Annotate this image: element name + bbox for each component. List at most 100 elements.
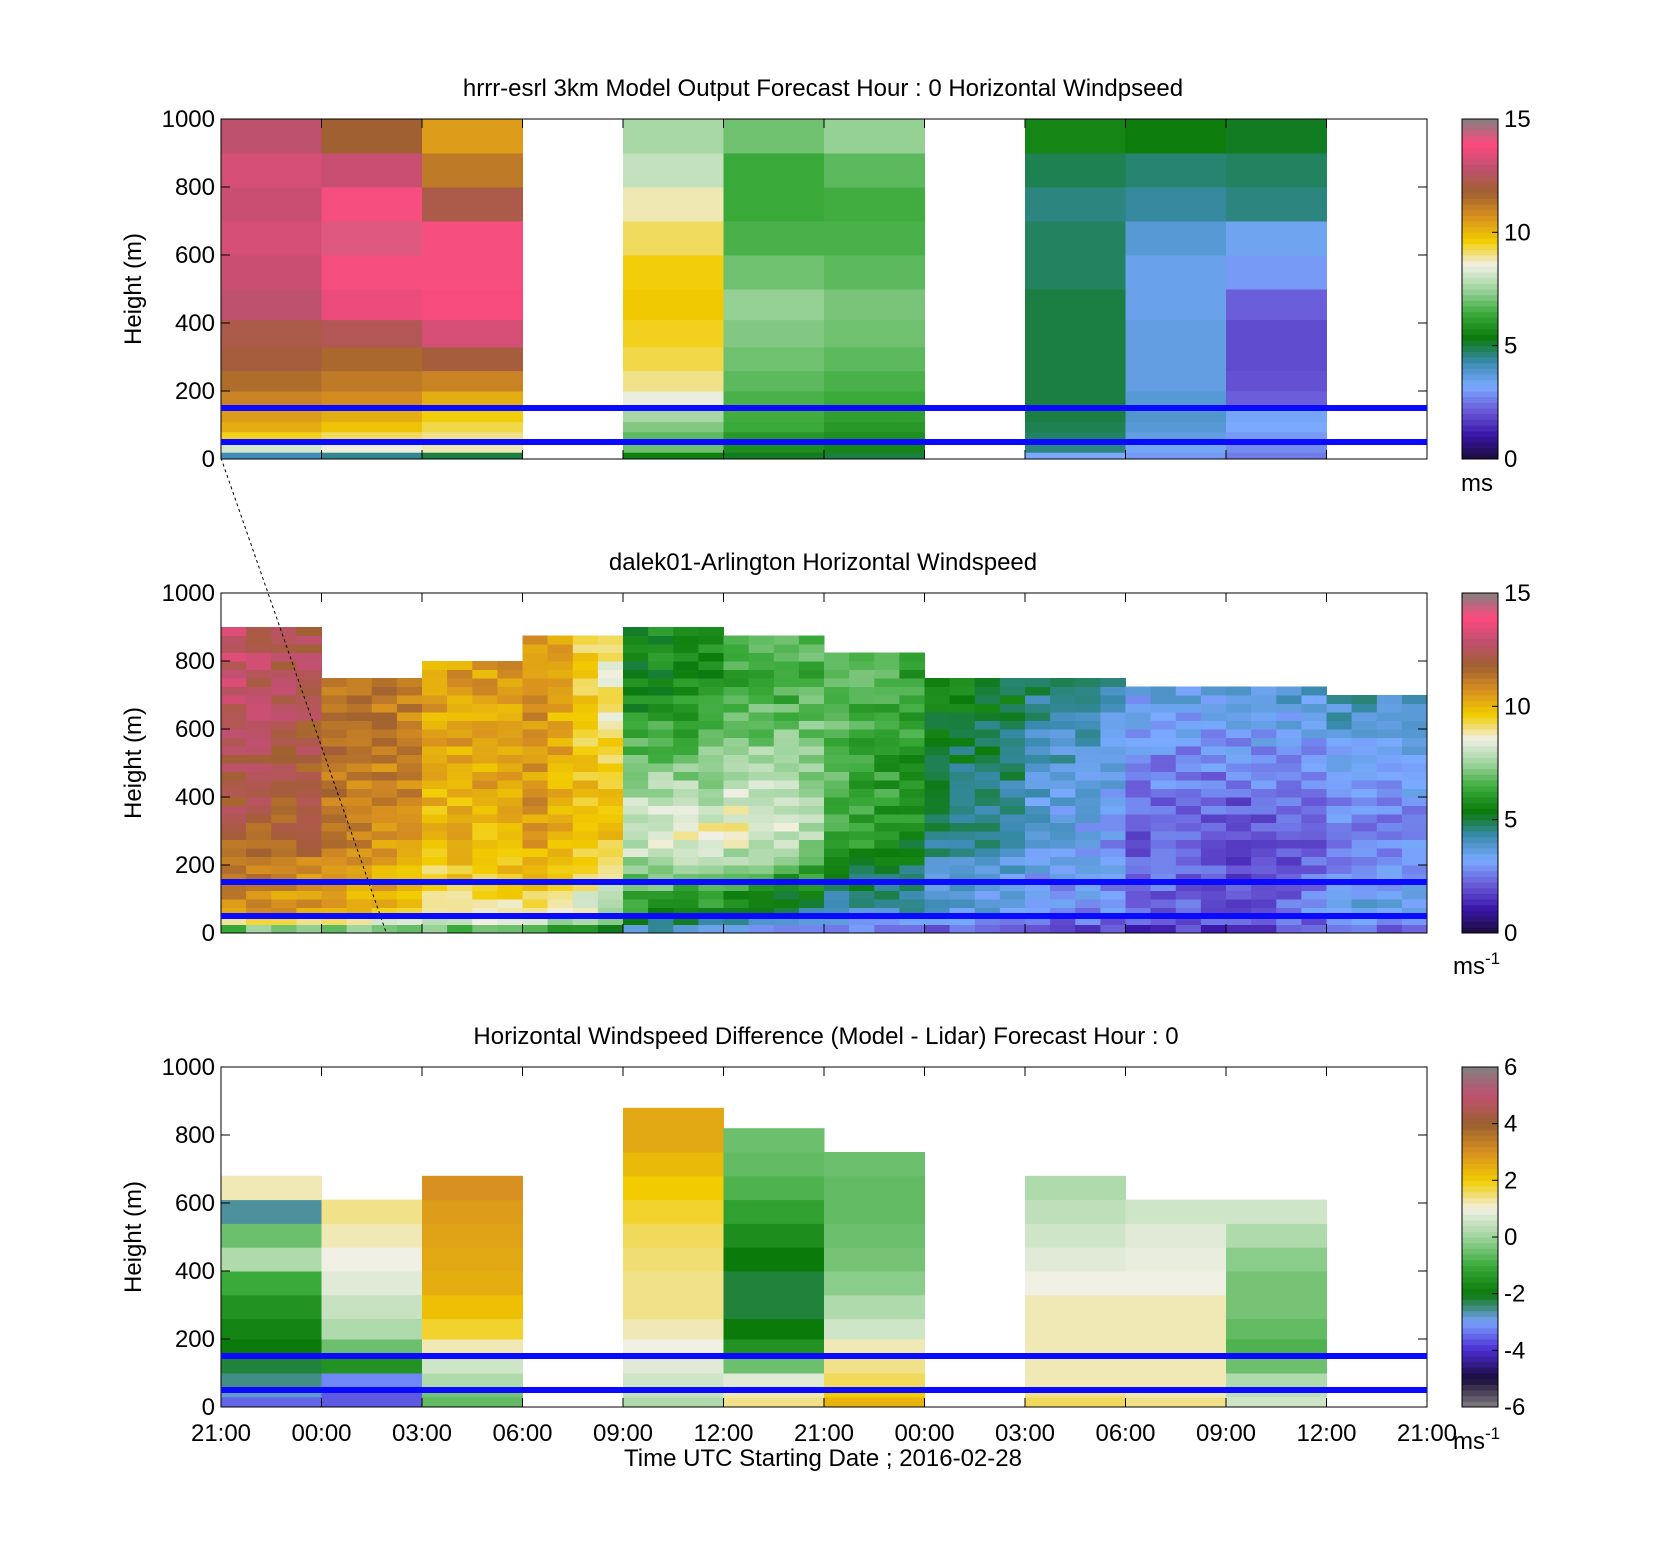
heatmap-cell (798, 822, 825, 832)
heatmap-cell (221, 916, 247, 925)
heatmap-cell (698, 737, 724, 747)
heatmap-cell (246, 899, 272, 908)
heatmap-cell (673, 686, 699, 696)
heatmap-cell (221, 839, 247, 849)
heatmap-cell (1100, 814, 1126, 823)
heatmap-cell (623, 873, 649, 883)
heatmap-cell (572, 814, 599, 823)
colorbar-swatch (1462, 323, 1498, 330)
heatmap-cell (221, 1396, 322, 1408)
heatmap-cell (698, 831, 724, 840)
heatmap-cell (246, 848, 272, 857)
heatmap-cell (899, 839, 925, 849)
heatmap-cell (798, 635, 825, 645)
heatmap-cell (1150, 746, 1177, 755)
heatmap-cell (522, 805, 549, 815)
heatmap-cell (1150, 839, 1177, 849)
heatmap-cell (1376, 856, 1403, 866)
heatmap-cell (874, 695, 900, 704)
colorbar-swatch (1462, 1135, 1498, 1142)
colorbar-swatch (1462, 768, 1498, 775)
heatmap-cell (522, 822, 549, 832)
colorbar-swatch (1462, 825, 1498, 832)
heatmap-cell (1251, 890, 1277, 900)
heatmap-cell (1251, 831, 1277, 840)
heatmap-cell (246, 771, 272, 781)
heatmap-cell (1376, 822, 1403, 832)
heatmap-cell (1125, 1199, 1227, 1224)
heatmap-cell (1025, 839, 1051, 849)
heatmap-cell (346, 899, 373, 908)
heatmap-cell (824, 1199, 925, 1224)
colorbar-swatch (1462, 1367, 1498, 1374)
heatmap-cell (723, 899, 750, 908)
colorbar-swatch (1462, 1163, 1498, 1170)
heatmap-cell (296, 695, 322, 704)
heatmap-cell (1150, 720, 1177, 730)
colorbar-swatch (1462, 655, 1498, 662)
heatmap-cell (773, 686, 800, 696)
heatmap-cell (1301, 916, 1327, 925)
heatmap-cell (1226, 729, 1252, 738)
heatmap-cell (1025, 319, 1126, 348)
heatmap-cell (1301, 695, 1327, 704)
colorbar-swatch (1462, 1169, 1498, 1176)
colorbar-swatch (1462, 700, 1498, 707)
heatmap-cell (472, 805, 498, 815)
heatmap-cell (648, 822, 674, 832)
heatmap-cell (1401, 746, 1428, 755)
heatmap-cell (1276, 720, 1302, 730)
heatmap-cell (824, 712, 850, 721)
heatmap-cell (623, 865, 649, 874)
heatmap-cell (648, 703, 674, 713)
heatmap-cell (321, 255, 423, 290)
heatmap-cell (748, 635, 775, 645)
heatmap-cell (497, 763, 523, 772)
heatmap-cell (1351, 882, 1378, 891)
colorbar-swatch (1462, 1299, 1498, 1306)
heatmap-cell (773, 848, 800, 857)
heatmap-cell (447, 856, 473, 866)
heatmap-cell (623, 805, 649, 815)
heatmap-cell (1025, 746, 1051, 755)
heatmap-cell (623, 1396, 724, 1408)
heatmap-cell (874, 652, 900, 662)
heatmap-cell (849, 856, 875, 866)
heatmap-cell (999, 780, 1026, 789)
heatmap-cell (874, 720, 900, 730)
heatmap-cell (1150, 695, 1177, 704)
heatmap-cell (1351, 822, 1378, 832)
heatmap-cell (623, 924, 649, 934)
heatmap-cell (1050, 899, 1076, 908)
colorbar-swatch (1462, 882, 1498, 889)
colorbar-swatch (1462, 345, 1498, 352)
heatmap-cell (497, 890, 523, 900)
heatmap-cell (723, 635, 750, 645)
heatmap-cell (1200, 805, 1227, 815)
heatmap-cell (824, 289, 925, 321)
heatmap-cell (623, 839, 649, 849)
heatmap-cell (1125, 814, 1152, 823)
heatmap-cell (949, 924, 976, 934)
heatmap-cell (698, 652, 724, 662)
heatmap-cell (698, 712, 724, 721)
heatmap-cell (999, 916, 1026, 925)
heatmap-cell (1251, 746, 1277, 755)
heatmap-cell (1075, 899, 1101, 908)
heatmap-cell (1200, 712, 1227, 721)
heatmap-cell (271, 890, 297, 900)
heatmap-cell (271, 712, 297, 721)
heatmap-cell (648, 729, 674, 738)
heatmap-cell (371, 737, 398, 747)
heatmap-cell (999, 907, 1026, 917)
heatmap-cell (798, 916, 825, 925)
heatmap-cell (723, 729, 750, 738)
heatmap-cell (1175, 924, 1202, 934)
heatmap-cell (572, 899, 599, 908)
heatmap-cell (497, 712, 523, 721)
heatmap-cell (1200, 703, 1227, 713)
heatmap-cell (246, 754, 272, 764)
heatmap-cell (472, 890, 498, 900)
heatmap-cell (296, 856, 322, 866)
heatmap-cell (1025, 737, 1051, 747)
